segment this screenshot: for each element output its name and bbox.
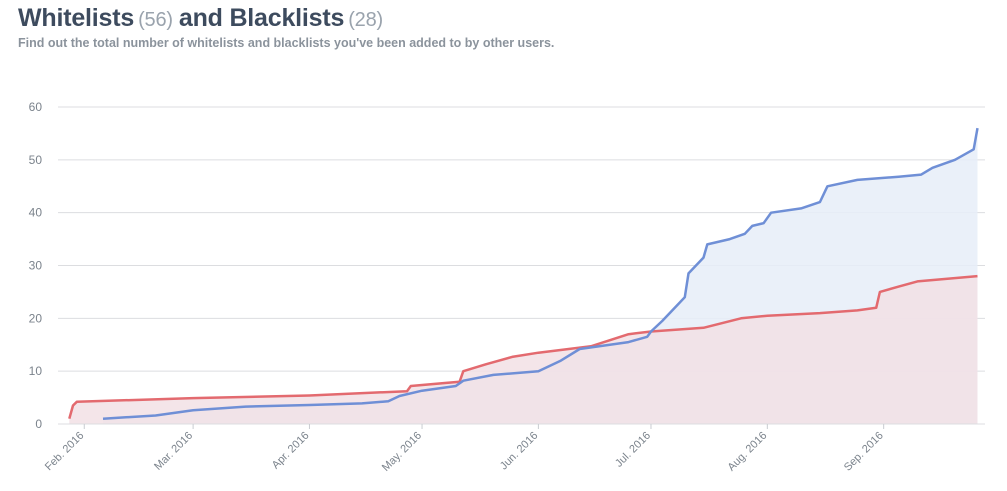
blacklists-area	[69, 276, 978, 424]
y-tick-label: 20	[29, 311, 43, 325]
chart-subtitle: Find out the total number of whitelists …	[18, 36, 555, 50]
x-tick-label: Sep. 2016	[842, 430, 886, 474]
x-tick-label: Jun. 2016	[498, 430, 541, 473]
chart-header: Whitelists (56) and Blacklists (28) Find ou…	[18, 4, 554, 50]
blacklists-count: (28)	[348, 9, 383, 31]
x-tick-label: Feb. 2016	[43, 430, 87, 474]
y-tick-label: 30	[29, 259, 43, 273]
y-tick-label: 10	[29, 364, 43, 378]
whitelists-count: (56)	[138, 9, 173, 31]
whitelists-title: Whitelists	[18, 4, 135, 32]
x-tick-label: Jul. 2016	[613, 430, 653, 470]
x-tick-label: Apr. 2016	[270, 430, 312, 472]
y-tick-label: 50	[29, 153, 43, 167]
x-tick-label: Aug. 2016	[725, 430, 769, 474]
x-tick-label: Mar. 2016	[152, 430, 195, 473]
y-tick-label: 40	[29, 206, 43, 220]
x-tick-label: May. 2016	[380, 430, 424, 474]
y-tick-label: 0	[35, 417, 42, 431]
whitelists-line	[102, 127, 979, 420]
y-tick-label: 60	[29, 100, 43, 114]
chart-title: Whitelists (56) and Blacklists (28)	[18, 4, 554, 33]
blacklists-title: and Blacklists	[178, 4, 345, 32]
